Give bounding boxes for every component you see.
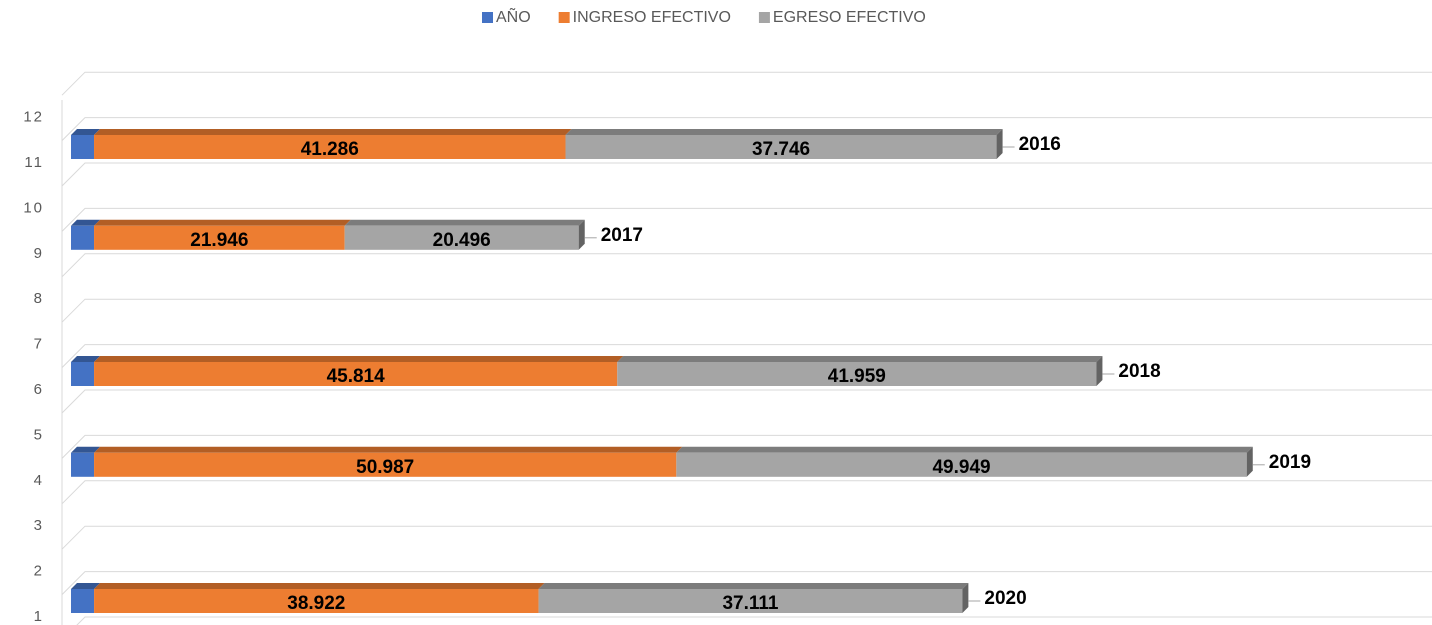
grid-line [61, 162, 1432, 187]
data-label: 45.814 [327, 366, 386, 387]
bar-top [71, 356, 101, 362]
bar [94, 135, 566, 159]
data-label: 2018 [1118, 361, 1160, 382]
bar [676, 452, 1247, 477]
grid-line [76, 616, 1432, 625]
bar [565, 135, 997, 159]
legend-swatch [558, 12, 570, 23]
legend-label: EGRESO EFECTIVO [773, 9, 926, 26]
y-tick-label: 7 [34, 336, 44, 353]
bar [71, 135, 95, 159]
data-label: 2017 [601, 225, 643, 246]
data-label: 41.286 [301, 139, 359, 160]
bar [94, 362, 618, 386]
grid-line [61, 525, 1432, 550]
grid-line [61, 298, 1432, 323]
y-tick-label: 1 [34, 608, 44, 625]
data-label: 2020 [984, 588, 1026, 609]
grid-line [61, 117, 1432, 141]
data-label: 37.111 [722, 593, 778, 614]
y-tick-label: 10 [23, 199, 44, 216]
grid-line [61, 571, 1432, 595]
bar-side [578, 219, 585, 250]
data-label: 49.949 [932, 457, 990, 478]
y-tick-label: 11 [24, 154, 44, 171]
grid-line [61, 71, 1432, 96]
bar-side [996, 129, 1003, 159]
bar-top [71, 129, 101, 135]
y-tick-label: 5 [34, 426, 44, 443]
bar [94, 452, 677, 477]
legend-swatch [482, 12, 493, 23]
bar-top [94, 446, 683, 453]
y-tick-label: 3 [34, 517, 44, 534]
data-label: 21.946 [190, 230, 248, 251]
bar-top [71, 583, 101, 589]
grid-line [61, 344, 1432, 368]
bar-top [94, 129, 572, 135]
data-label: 50.987 [356, 457, 414, 478]
bar [71, 589, 95, 613]
legend-swatch [758, 12, 770, 23]
bar-top [71, 219, 101, 226]
bar-side [962, 583, 969, 613]
bar-top [344, 219, 585, 226]
bar-top [94, 219, 351, 226]
data-label: 2016 [1019, 134, 1061, 155]
bar [94, 589, 539, 613]
bar [344, 225, 579, 250]
bar [71, 225, 95, 250]
grid-line [61, 434, 1432, 459]
bar-side [1246, 446, 1253, 477]
legend-label: AÑO [496, 6, 531, 26]
y-tick-label: 2 [34, 563, 44, 580]
grid-line [61, 253, 1432, 278]
data-label: 41.959 [828, 366, 886, 387]
bar [538, 589, 963, 613]
bar [71, 362, 95, 386]
y-tick-label: 12 [23, 109, 44, 126]
grid-line [61, 480, 1432, 505]
y-tick-label: 8 [34, 290, 44, 307]
bar [617, 362, 1097, 386]
grid-line [61, 389, 1432, 414]
bar-top [565, 129, 1003, 135]
bar-top [94, 356, 624, 362]
data-label: 37.746 [752, 139, 810, 160]
bar-side [1096, 356, 1103, 386]
grid-line [61, 207, 1432, 232]
bar-top [538, 583, 969, 589]
legend-label: INGRESO EFECTIVO [573, 9, 731, 26]
data-label: 38.922 [287, 593, 345, 614]
bar [94, 225, 345, 250]
y-tick-label: 9 [34, 245, 44, 262]
data-label: 20.496 [433, 230, 491, 251]
bar-top [676, 446, 1253, 453]
bar [71, 452, 95, 477]
y-tick-label: 6 [34, 381, 44, 398]
bar-top [94, 583, 545, 589]
data-label: 2019 [1269, 452, 1311, 473]
y-tick-label: 4 [34, 472, 44, 489]
bar-top [617, 356, 1103, 362]
bar-top [71, 446, 101, 453]
